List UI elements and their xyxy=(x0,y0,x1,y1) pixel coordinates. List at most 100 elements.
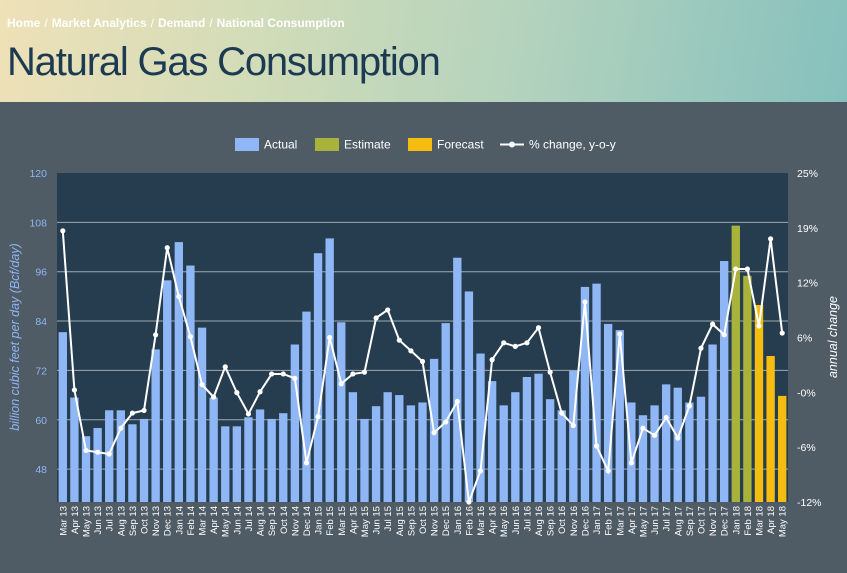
pct-change-point[interactable] xyxy=(199,382,205,388)
bar-actual[interactable] xyxy=(174,242,184,502)
pct-change-point[interactable] xyxy=(605,468,611,474)
bar-actual[interactable] xyxy=(696,396,706,502)
pct-change-point[interactable] xyxy=(570,422,576,429)
bar-actual[interactable] xyxy=(209,397,218,502)
bar-forecast[interactable] xyxy=(766,356,775,502)
bar-actual[interactable] xyxy=(499,405,508,502)
pct-change-point[interactable] xyxy=(709,321,716,327)
bar-actual[interactable] xyxy=(603,323,613,502)
bar-actual[interactable] xyxy=(302,311,311,502)
bar-forecast[interactable] xyxy=(754,305,764,502)
legend-label-forecast[interactable]: Forecast xyxy=(437,138,484,152)
legend-label-estimate[interactable]: Estimate xyxy=(344,138,391,152)
pct-change-point[interactable] xyxy=(640,425,646,431)
bar-actual[interactable] xyxy=(383,392,392,502)
bar-actual[interactable] xyxy=(406,405,416,502)
pct-change-point[interactable] xyxy=(361,369,368,375)
pct-change-point[interactable] xyxy=(164,245,170,251)
bar-forecast[interactable] xyxy=(778,395,787,502)
pct-change-point[interactable] xyxy=(303,460,310,466)
pct-change-point[interactable] xyxy=(315,414,321,420)
pct-change-point[interactable] xyxy=(547,369,553,375)
pct-change-point[interactable] xyxy=(524,340,530,346)
pct-change-point[interactable] xyxy=(280,371,286,377)
pct-change-point[interactable] xyxy=(512,343,518,349)
pct-change-point[interactable] xyxy=(744,266,750,272)
pct-change-point[interactable] xyxy=(350,371,356,377)
pct-change-point[interactable] xyxy=(501,340,507,346)
pct-change-point[interactable] xyxy=(106,451,112,457)
bar-actual[interactable] xyxy=(279,413,288,502)
bar-actual[interactable] xyxy=(441,323,450,502)
bar-actual[interactable] xyxy=(348,392,358,502)
pct-change-point[interactable] xyxy=(408,348,414,354)
pct-change-point[interactable] xyxy=(489,357,495,363)
bar-actual[interactable] xyxy=(232,426,242,502)
bar-actual[interactable] xyxy=(221,426,230,502)
pct-change-point[interactable] xyxy=(141,407,147,414)
bar-actual[interactable] xyxy=(418,402,427,502)
pct-change-point[interactable] xyxy=(733,266,739,272)
bar-actual[interactable] xyxy=(638,415,648,502)
pct-change-point[interactable] xyxy=(327,334,333,341)
pct-change-point[interactable] xyxy=(269,371,275,377)
bar-actual[interactable] xyxy=(395,395,404,502)
bar-actual[interactable] xyxy=(371,406,381,502)
pct-change-point[interactable] xyxy=(617,331,623,337)
bar-actual[interactable] xyxy=(592,283,601,502)
bar-actual[interactable] xyxy=(650,405,659,502)
bar-actual[interactable] xyxy=(151,349,160,502)
bar-actual[interactable] xyxy=(163,280,172,502)
pct-change-point[interactable] xyxy=(443,419,449,425)
bar-estimate[interactable] xyxy=(743,275,752,502)
bar-actual[interactable] xyxy=(197,327,207,502)
bar-actual[interactable] xyxy=(267,418,276,502)
bar-actual[interactable] xyxy=(673,387,682,502)
pct-change-point[interactable] xyxy=(222,364,228,370)
breadcrumb-demand[interactable]: Demand xyxy=(157,16,206,30)
pct-change-point[interactable] xyxy=(60,228,66,234)
pct-change-point[interactable] xyxy=(129,410,136,416)
pct-change-point[interactable] xyxy=(477,468,484,474)
bar-actual[interactable] xyxy=(453,257,462,502)
pct-change-point[interactable] xyxy=(95,449,101,455)
bar-actual[interactable] xyxy=(545,399,555,502)
pct-change-point[interactable] xyxy=(756,323,762,329)
legend-label-pct-change[interactable]: % change, y-o-y xyxy=(529,138,616,152)
bar-actual[interactable] xyxy=(661,384,671,502)
pct-change-point[interactable] xyxy=(419,358,426,365)
pct-change-point[interactable] xyxy=(466,499,472,505)
bar-actual[interactable] xyxy=(487,381,497,502)
pct-change-point[interactable] xyxy=(675,435,681,441)
pct-change-point[interactable] xyxy=(211,394,217,400)
bar-actual[interactable] xyxy=(534,373,543,502)
bar-actual[interactable] xyxy=(476,353,485,502)
bar-actual[interactable] xyxy=(464,291,474,502)
bar-actual[interactable] xyxy=(685,402,694,502)
bar-actual[interactable] xyxy=(244,417,253,502)
pct-change-point[interactable] xyxy=(71,387,78,393)
bar-actual[interactable] xyxy=(255,409,265,502)
pct-change-point[interactable] xyxy=(651,432,658,438)
bar-actual[interactable] xyxy=(511,392,520,502)
bar-actual[interactable] xyxy=(58,332,67,502)
pct-change-point[interactable] xyxy=(234,390,240,396)
bar-actual[interactable] xyxy=(116,410,125,502)
bar-estimate[interactable] xyxy=(731,225,740,502)
bar-actual[interactable] xyxy=(615,330,624,502)
pct-change-point[interactable] xyxy=(767,236,774,242)
pct-change-point[interactable] xyxy=(245,411,252,417)
bar-actual[interactable] xyxy=(313,253,323,502)
bar-actual[interactable] xyxy=(708,344,717,502)
bar-actual[interactable] xyxy=(128,424,137,502)
pct-change-point[interactable] xyxy=(176,293,182,300)
pct-change-point[interactable] xyxy=(454,398,460,405)
bar-actual[interactable] xyxy=(580,286,590,502)
pct-change-point[interactable] xyxy=(721,332,727,338)
breadcrumb-home[interactable]: Home xyxy=(7,16,41,30)
bar-actual[interactable] xyxy=(186,265,195,502)
pct-change-point[interactable] xyxy=(385,307,391,313)
pct-change-point[interactable] xyxy=(187,334,194,340)
pct-change-point[interactable] xyxy=(292,375,298,382)
pct-change-point[interactable] xyxy=(431,430,437,436)
